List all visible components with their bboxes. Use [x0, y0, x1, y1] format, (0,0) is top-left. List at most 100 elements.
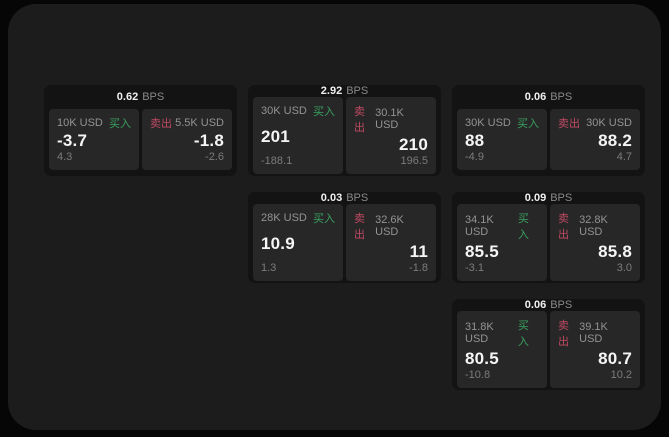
- buy-size: 34.1K USD: [465, 214, 494, 238]
- sell-price: 80.7: [598, 349, 632, 368]
- card-body: 34.1K USD 买入 85.5 -3.1 卖出 32.8K USD 85.8…: [452, 204, 645, 283]
- sell-side-label: 卖出: [558, 320, 569, 348]
- buy-tile[interactable]: 28K USD 买入 10.9 1.3: [253, 204, 343, 281]
- buy-price: 88: [465, 131, 485, 150]
- sell-size: 39.1K USD: [579, 321, 608, 345]
- sell-tile-top: 卖出 30K USD: [558, 115, 632, 131]
- spread-header: 0.06 BPS: [452, 299, 645, 311]
- buy-tile-top: 30K USD 买入: [261, 103, 335, 119]
- sell-tile-top: 卖出 32.6K USD: [354, 210, 428, 242]
- quote-card: 0.03 BPS 28K USD 买入 10.9 1.3 卖出 32.6K US…: [248, 192, 441, 283]
- sell-tile-top: 卖出 39.1K USD: [558, 317, 632, 349]
- buy-tile[interactable]: 30K USD 买入 88 -4.9: [457, 109, 547, 170]
- quote-card: 2.92 BPS 30K USD 买入 201 -188.1 卖出 30.1K …: [248, 85, 441, 176]
- sell-tile[interactable]: 卖出 5.5K USD -1.8 -2.6: [142, 109, 232, 170]
- buy-side-label: 买入: [517, 118, 539, 130]
- card-body: 28K USD 买入 10.9 1.3 卖出 32.6K USD 11 -1.8: [248, 204, 441, 283]
- quote-card: 0.09 BPS 34.1K USD 买入 85.5 -3.1 卖出 32.8K…: [452, 192, 645, 283]
- spread-unit: BPS: [346, 192, 369, 204]
- sell-tile[interactable]: 卖出 32.6K USD 11 -1.8: [346, 204, 436, 281]
- card-body: 30K USD 买入 88 -4.9 卖出 30K USD 88.2 4.7: [452, 109, 645, 176]
- spread-header: 0.09 BPS: [452, 192, 645, 204]
- spread-header: 2.92 BPS: [248, 85, 441, 97]
- sell-price: 85.8: [598, 242, 632, 261]
- sell-side-label: 卖出: [150, 118, 172, 130]
- buy-delta: -3.1: [465, 262, 484, 274]
- sell-size: 30.1K USD: [375, 107, 404, 131]
- buy-price: 80.5: [465, 349, 499, 368]
- buy-delta: 1.3: [261, 262, 277, 274]
- spread-header: 0.03 BPS: [248, 192, 441, 204]
- buy-delta: -10.8: [465, 369, 491, 381]
- spread-value: 0.62: [116, 91, 139, 103]
- cards-grid: 0.62 BPS 10K USD 买入 -3.7 4.3 卖出 5.5K USD…: [44, 85, 645, 390]
- buy-size: 28K USD: [261, 212, 307, 224]
- card-body: 31.8K USD 买入 80.5 -10.8 卖出 39.1K USD 80.…: [452, 311, 645, 390]
- sell-tile[interactable]: 卖出 30.1K USD 210 196.5: [346, 97, 436, 174]
- sell-size: 32.8K USD: [579, 214, 608, 238]
- sell-side-label: 卖出: [354, 213, 365, 241]
- buy-price: 201: [261, 127, 290, 146]
- sell-delta: -2.6: [205, 151, 224, 163]
- spread-value: 0.06: [524, 91, 547, 103]
- sell-delta: -1.8: [409, 262, 428, 274]
- spread-value: 0.03: [320, 192, 343, 204]
- buy-size: 10K USD: [57, 117, 103, 129]
- buy-size: 30K USD: [261, 105, 307, 117]
- sell-delta: 196.5: [400, 155, 428, 167]
- spread-unit: BPS: [142, 91, 165, 103]
- buy-tile-top: 34.1K USD 买入: [465, 210, 539, 242]
- sell-side-label: 卖出: [354, 106, 365, 134]
- spread-unit: BPS: [550, 192, 573, 204]
- buy-tile[interactable]: 30K USD 买入 201 -188.1: [253, 97, 343, 174]
- spread-header: 0.06 BPS: [452, 85, 645, 109]
- buy-size: 31.8K USD: [465, 321, 494, 345]
- sell-size: 30K USD: [586, 117, 632, 129]
- buy-delta: -4.9: [465, 151, 484, 163]
- sell-price: 210: [399, 135, 428, 154]
- buy-tile[interactable]: 10K USD 买入 -3.7 4.3: [49, 109, 139, 170]
- buy-tile-top: 28K USD 买入: [261, 210, 335, 226]
- spread-header: 0.62 BPS: [44, 85, 237, 109]
- buy-side-label: 买入: [313, 106, 335, 118]
- spread-value: 0.09: [524, 192, 547, 204]
- buy-side-label: 买入: [517, 213, 529, 241]
- card-body: 30K USD 买入 201 -188.1 卖出 30.1K USD 210 1…: [248, 97, 441, 176]
- sell-price: 88.2: [598, 131, 632, 150]
- sell-delta: 3.0: [616, 262, 632, 274]
- sell-size: 5.5K USD: [175, 117, 224, 129]
- sell-tile[interactable]: 卖出 39.1K USD 80.7 10.2: [550, 311, 640, 388]
- main-panel: 0.62 BPS 10K USD 买入 -3.7 4.3 卖出 5.5K USD…: [8, 4, 661, 430]
- buy-tile-top: 30K USD 买入: [465, 115, 539, 131]
- buy-side-label: 买入: [109, 118, 131, 130]
- sell-tile-top: 卖出 32.8K USD: [558, 210, 632, 242]
- buy-delta: 4.3: [57, 151, 73, 163]
- buy-tile[interactable]: 34.1K USD 买入 85.5 -3.1: [457, 204, 547, 281]
- sell-delta: 10.2: [610, 369, 632, 381]
- buy-side-label: 买入: [517, 320, 529, 348]
- spread-value: 2.92: [320, 85, 343, 97]
- spread-value: 0.06: [524, 299, 547, 311]
- buy-tile[interactable]: 31.8K USD 买入 80.5 -10.8: [457, 311, 547, 388]
- buy-tile-top: 10K USD 买入: [57, 115, 131, 131]
- sell-price: -1.8: [193, 131, 224, 150]
- spread-unit: BPS: [550, 299, 573, 311]
- buy-side-label: 买入: [313, 213, 335, 225]
- buy-tile-top: 31.8K USD 买入: [465, 317, 539, 349]
- sell-side-label: 卖出: [558, 213, 569, 241]
- sell-delta: 4.7: [616, 151, 632, 163]
- spread-unit: BPS: [550, 91, 573, 103]
- buy-delta: -188.1: [261, 155, 293, 167]
- sell-price: 11: [409, 242, 428, 261]
- card-body: 10K USD 买入 -3.7 4.3 卖出 5.5K USD -1.8 -2.…: [44, 109, 237, 176]
- sell-tile-top: 卖出 5.5K USD: [150, 115, 224, 131]
- sell-tile[interactable]: 卖出 32.8K USD 85.8 3.0: [550, 204, 640, 281]
- quote-card: 0.62 BPS 10K USD 买入 -3.7 4.3 卖出 5.5K USD…: [44, 85, 237, 176]
- buy-price: -3.7: [57, 131, 88, 150]
- quote-card: 0.06 BPS 30K USD 买入 88 -4.9 卖出 30K USD 8…: [452, 85, 645, 176]
- quote-card: 0.06 BPS 31.8K USD 买入 80.5 -10.8 卖出 39.1…: [452, 299, 645, 390]
- sell-side-label: 卖出: [558, 118, 580, 130]
- sell-tile-top: 卖出 30.1K USD: [354, 103, 428, 135]
- sell-tile[interactable]: 卖出 30K USD 88.2 4.7: [550, 109, 640, 170]
- buy-price: 85.5: [465, 242, 499, 261]
